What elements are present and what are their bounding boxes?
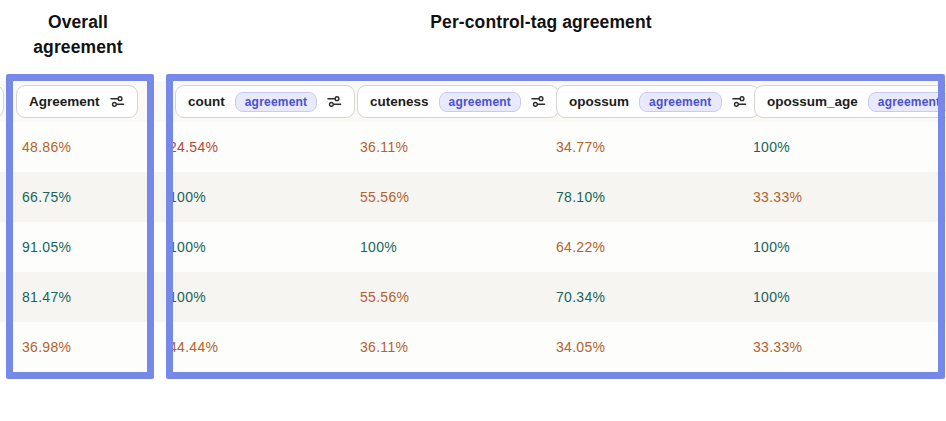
partial-column-header	[0, 85, 4, 118]
cell-Agreement-row2: 66.75%	[22, 172, 71, 222]
table-row: 91.05% 100% 100% 64.22% 100%	[0, 222, 946, 272]
table-row: 36.98% 44.44% 36.11% 34.05% 33.33%	[0, 322, 946, 372]
cell-opossum_age-row1: 100%	[753, 122, 790, 172]
cell-count-row2: 100%	[169, 172, 206, 222]
agreement-badge: agreement	[439, 92, 522, 112]
column-label: count	[188, 94, 225, 109]
cell-count-row3: 100%	[169, 222, 206, 272]
cell-cuteness-row2: 55.56%	[360, 172, 409, 222]
sliders-icon[interactable]	[732, 94, 747, 109]
cell-opossum_age-row4: 100%	[753, 272, 790, 322]
sliders-icon[interactable]	[327, 94, 342, 109]
agreement-badge: agreement	[639, 92, 722, 112]
cell-count-row5: 44.44%	[169, 322, 218, 372]
sliders-icon[interactable]	[531, 94, 546, 109]
cell-opossum_age-row5: 33.33%	[753, 322, 802, 372]
annotated-table-screenshot: Overall agreement Per-control-tag agreem…	[0, 0, 946, 421]
column-label: cuteness	[370, 94, 429, 109]
column-label: opossum_age	[767, 94, 858, 109]
column-label: Agreement	[29, 94, 100, 109]
cell-Agreement-row1: 48.86%	[22, 122, 71, 172]
cell-opossum-row3: 64.22%	[556, 222, 605, 272]
cell-opossum-row5: 34.05%	[556, 322, 605, 372]
cell-opossum_age-row3: 100%	[753, 222, 790, 272]
cell-opossum-row4: 70.34%	[556, 272, 605, 322]
cell-Agreement-row4: 81.47%	[22, 272, 71, 322]
table-row: 81.47% 100% 55.56% 70.34% 100%	[0, 272, 946, 322]
agreement-badge: agreement	[868, 92, 946, 112]
cell-opossum_age-row2: 33.33%	[753, 172, 802, 222]
cell-Agreement-row3: 91.05%	[22, 222, 71, 272]
per-control-tag-title: Per-control-tag agreement	[412, 10, 670, 35]
table-row: 48.86% 24.54% 36.11% 34.77% 100%	[0, 122, 946, 172]
cell-count-row4: 100%	[169, 272, 206, 322]
column-header-opossum_age[interactable]: opossum_age agreement	[754, 85, 946, 118]
column-header-opossum[interactable]: opossum agreement	[556, 85, 760, 118]
cell-opossum-row2: 78.10%	[556, 172, 605, 222]
cell-count-row1: 24.54%	[169, 122, 218, 172]
cell-opossum-row1: 34.77%	[556, 122, 605, 172]
column-label: opossum	[569, 94, 629, 109]
cell-Agreement-row5: 36.98%	[22, 322, 71, 372]
cell-cuteness-row5: 36.11%	[360, 322, 408, 372]
table-body: 48.86%24.54%36.11%34.77%100%66.75%100%55…	[0, 122, 946, 372]
column-header-Agreement[interactable]: Agreement	[16, 85, 138, 118]
overall-agreement-title: Overall agreement	[2, 10, 154, 60]
cell-cuteness-row1: 36.11%	[360, 122, 408, 172]
table-header-row: Agreement count agreement cuteness agreement…	[0, 81, 946, 123]
column-header-count[interactable]: count agreement	[175, 85, 355, 118]
agreement-badge: agreement	[235, 92, 318, 112]
cell-cuteness-row4: 55.56%	[360, 272, 409, 322]
table-row: 66.75% 100% 55.56% 78.10% 33.33%	[0, 172, 946, 222]
column-header-cuteness[interactable]: cuteness agreement	[357, 85, 559, 118]
cell-cuteness-row3: 100%	[360, 222, 397, 272]
sliders-icon[interactable]	[110, 94, 125, 109]
